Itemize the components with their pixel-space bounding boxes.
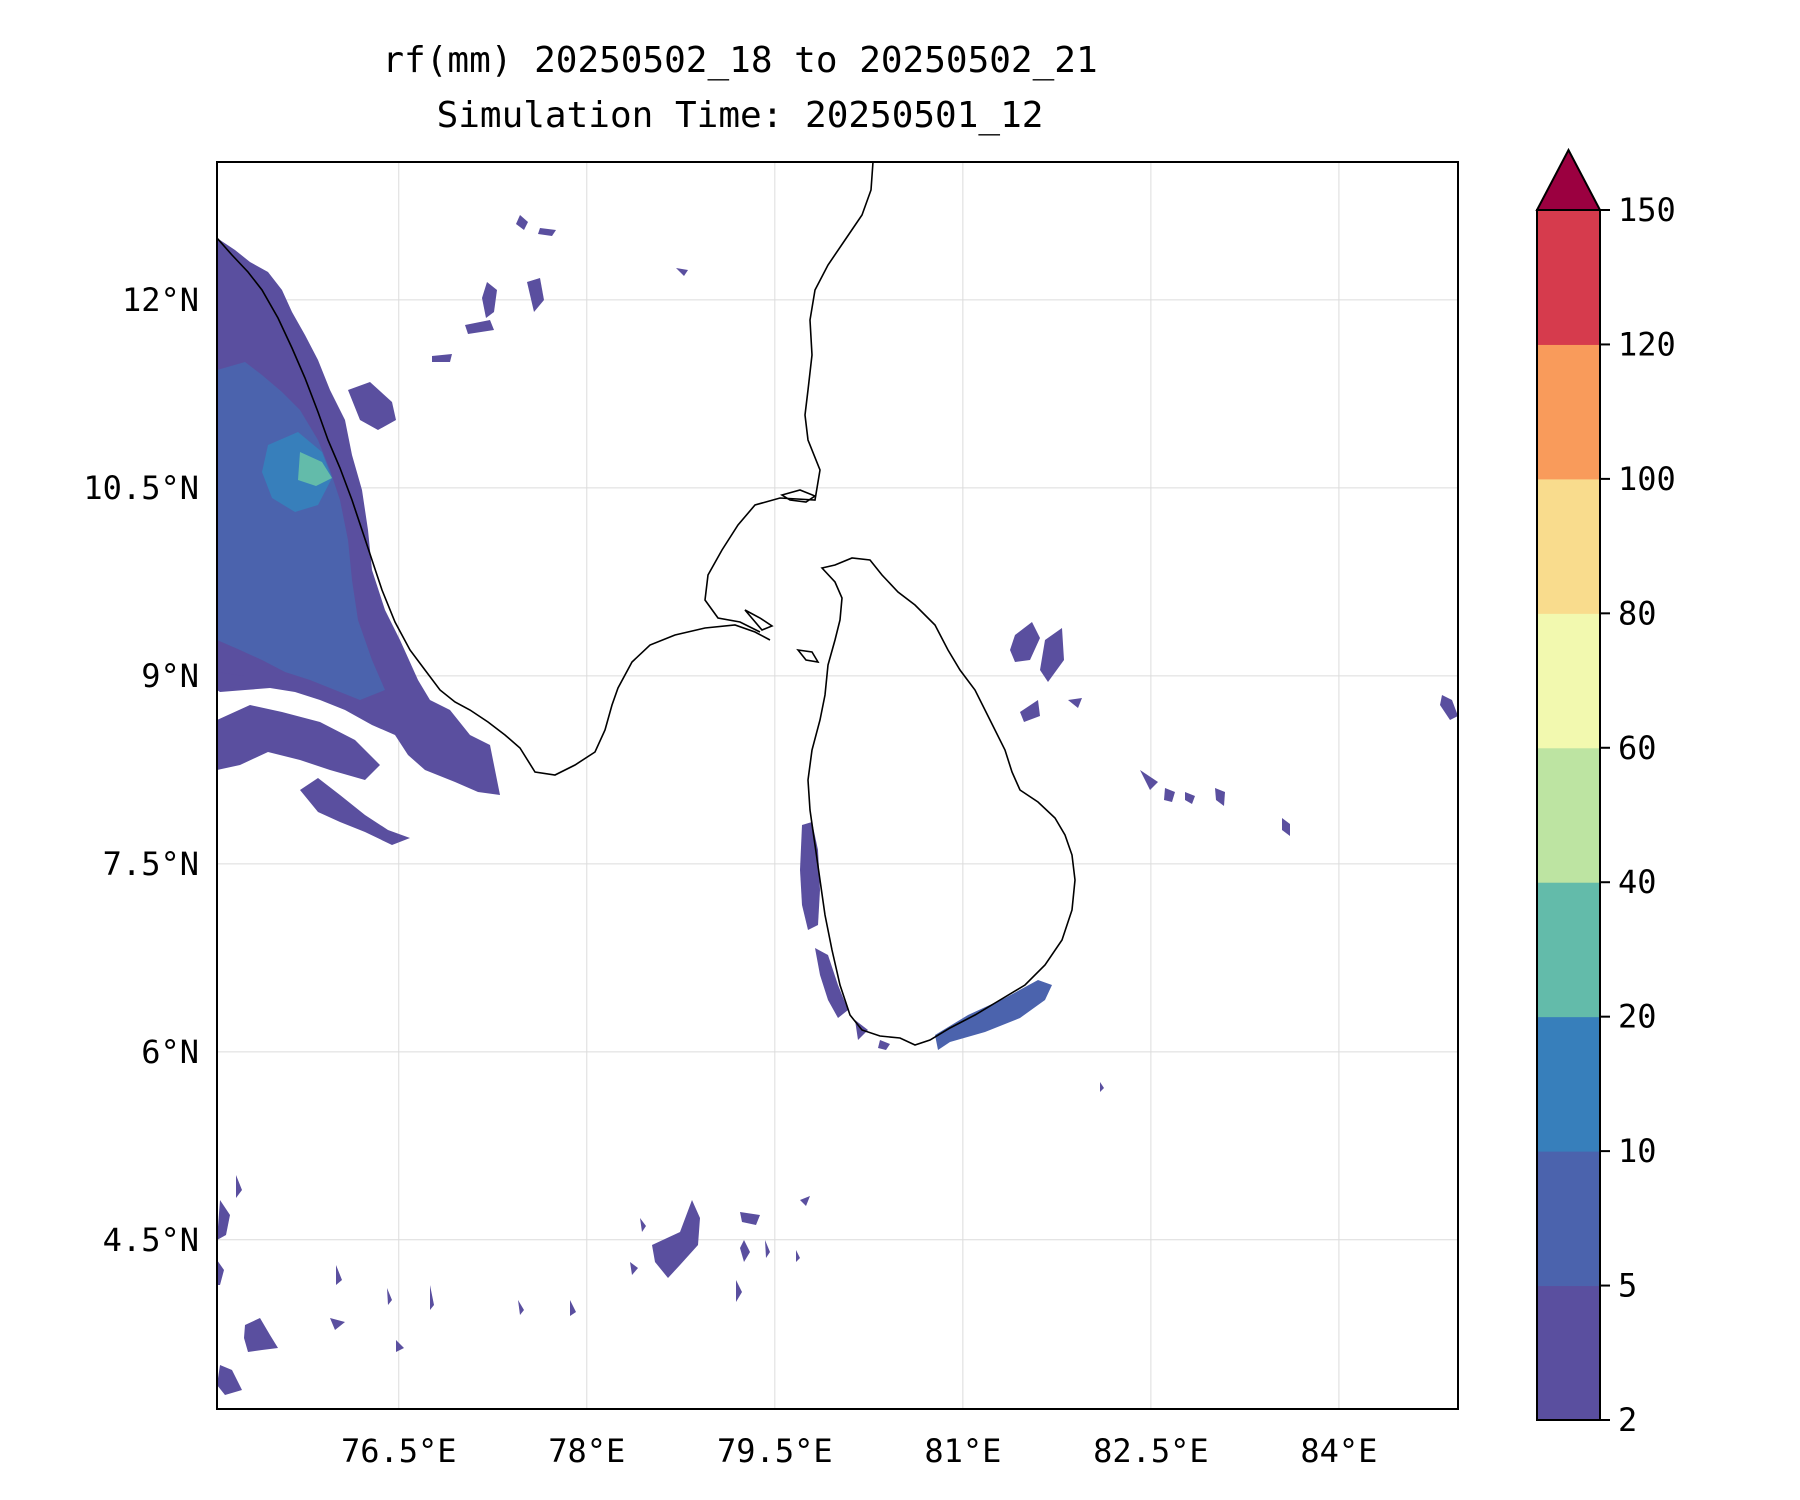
colorbar-tick-label: 100 (1618, 460, 1676, 498)
rameswaram-island (744, 609, 774, 631)
colorbar-tick-label: 5 (1618, 1267, 1637, 1305)
rain-speck (796, 1250, 800, 1262)
lon-tick-label: 78°E (548, 1432, 625, 1470)
rain-speck (465, 320, 494, 334)
rain-area-sri-lanka-south (935, 980, 1052, 1050)
colorbar-tick-label: 2 (1618, 1401, 1637, 1439)
rain-speck (396, 1340, 404, 1352)
rain-speck (1185, 792, 1195, 804)
rain-speck (1164, 788, 1175, 802)
colorbar-segment (1537, 478, 1600, 614)
colorbar-tick-label: 120 (1618, 325, 1676, 363)
colorbar-tick-label: 20 (1618, 998, 1657, 1036)
lat-tick-label: 10.5°N (83, 469, 199, 507)
colorbar: 2 5 10 20 40 60 80 100 120 150 (1535, 147, 1676, 1439)
latitude-ticks: 12°N 10.5°N 9°N 7.5°N 6°N 4.5°N (83, 281, 199, 1259)
colorbar-segment (1537, 344, 1600, 480)
mannar-island (796, 648, 820, 664)
rain-speck (570, 1300, 576, 1316)
rain-speck (330, 1318, 345, 1330)
colorbar-segment (1537, 1016, 1600, 1152)
colorbar-tick-label: 150 (1618, 191, 1676, 229)
lon-tick-label: 82.5°E (1093, 1432, 1209, 1470)
rain-area-sri-lanka-southwest (815, 948, 848, 1018)
rain-speck (1140, 770, 1158, 790)
rain-speck (640, 1218, 646, 1232)
lon-tick-label: 84°E (1300, 1432, 1377, 1470)
rain-speck (652, 1200, 700, 1278)
lon-tick-label: 76.5°E (341, 1432, 457, 1470)
gridlines (217, 162, 1458, 1409)
rain-speck (1010, 622, 1040, 662)
colorbar-tick-label: 40 (1618, 863, 1657, 901)
lon-tick-label: 81°E (924, 1432, 1001, 1470)
india-east-coastline (704, 162, 874, 633)
coastlines (217, 162, 1076, 1046)
rain-speck (432, 354, 452, 362)
rain-speck (800, 1196, 810, 1206)
lat-tick-label: 6°N (141, 1033, 199, 1071)
rain-speck (1040, 628, 1064, 682)
lon-tick-label: 79.5°E (717, 1432, 833, 1470)
map-frame (216, 161, 1459, 1410)
rain-speck (765, 1240, 770, 1258)
colorbar-tick-label: 80 (1618, 594, 1657, 632)
rain-speck (1215, 788, 1225, 806)
simulation-time-subtitle: Simulation Time: 20250501_12 (436, 95, 1044, 136)
colorbar-segment (1537, 210, 1600, 345)
rain-speck (516, 215, 528, 230)
rain-speck (740, 1240, 750, 1262)
palk-strait-islands (780, 489, 817, 503)
rain-speck (676, 268, 688, 276)
rain-speck (387, 1288, 392, 1305)
rain-speck (740, 1212, 760, 1225)
rain-speck (878, 1040, 890, 1050)
rain-area-india-interior (217, 362, 385, 700)
rain-speck (482, 282, 497, 318)
colorbar-extend-arrow (1535, 147, 1602, 211)
lat-tick-label: 7.5°N (103, 845, 199, 883)
rain-speck (217, 1200, 230, 1240)
rain-area-very-heavy (298, 452, 332, 486)
rain-speck (1440, 695, 1458, 720)
rain-area-northwest (348, 382, 396, 430)
colorbar-tick-label: 60 (1618, 729, 1657, 767)
rain-area-arabian-sea (300, 778, 410, 845)
rain-speck (538, 228, 556, 236)
rain-area-heavy (262, 432, 332, 512)
map-title: rf(mm) 20250502_18 to 20250502_21 (382, 40, 1098, 81)
rainfall-contours (217, 215, 1458, 1395)
rain-speck (630, 1262, 638, 1275)
sri-lanka-coastline (807, 557, 1076, 1046)
rain-area-india-south (217, 705, 380, 780)
lat-tick-label: 12°N (122, 281, 199, 319)
rain-speck (236, 1175, 242, 1198)
colorbar-segment (1537, 882, 1600, 1018)
rain-speck (1020, 700, 1040, 722)
rain-speck (217, 1365, 242, 1395)
colorbar-segment (1537, 1151, 1600, 1287)
rain-speck (736, 1280, 742, 1302)
lat-tick-label: 4.5°N (103, 1221, 199, 1259)
rain-speck (1282, 818, 1290, 836)
colorbar-tick-label: 10 (1618, 1132, 1657, 1170)
colorbar-segment (1537, 1285, 1600, 1421)
lat-tick-label: 9°N (141, 657, 199, 695)
map-background (217, 162, 1458, 1409)
rain-speck (527, 278, 544, 312)
rain-speck (1100, 1082, 1104, 1092)
colorbar-segment (1537, 747, 1600, 883)
rain-speck (1068, 698, 1082, 708)
longitude-ticks: 76.5°E 78°E 79.5°E 81°E 82.5°E 84°E (341, 1432, 1377, 1470)
rain-speck (244, 1318, 278, 1352)
rain-speck (336, 1265, 342, 1285)
rain-area-west-patch (217, 672, 255, 688)
colorbar-segment (1537, 613, 1600, 749)
rain-speck (217, 1260, 224, 1285)
rain-speck (518, 1300, 524, 1315)
rain-speck (430, 1285, 434, 1310)
colorbar-frame (1536, 209, 1601, 1421)
india-west-coastline (217, 237, 771, 776)
